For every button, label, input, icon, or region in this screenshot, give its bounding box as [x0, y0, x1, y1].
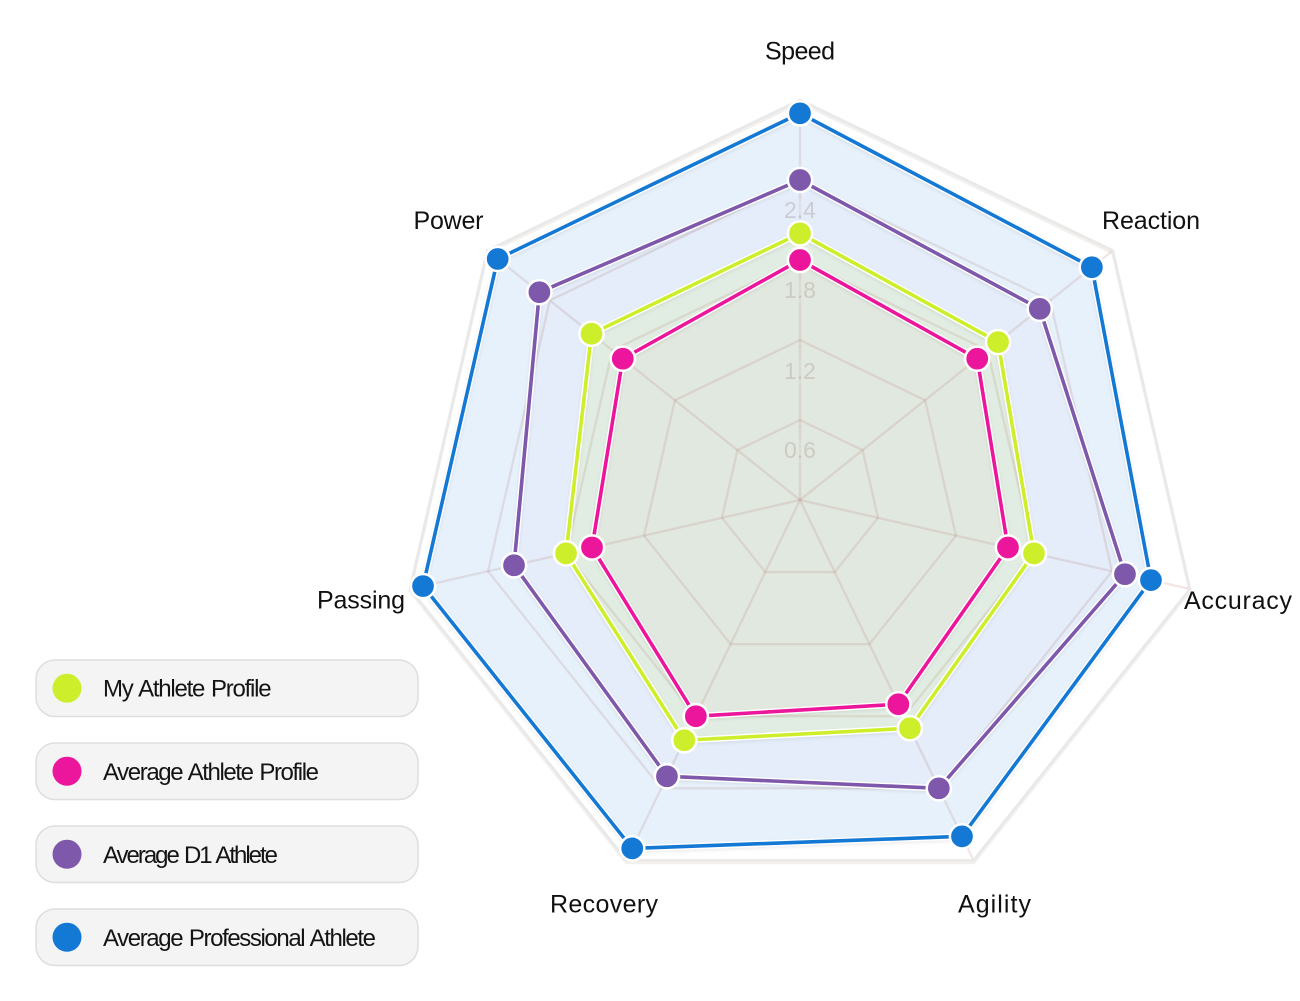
svg-text:1.8: 1.8	[784, 277, 816, 303]
svg-text:2.4: 2.4	[784, 197, 816, 223]
svg-text:My Athlete Profile: My Athlete Profile	[103, 676, 272, 703]
svg-text:0.6: 0.6	[784, 437, 816, 463]
svg-text:Agility: Agility	[958, 891, 1032, 919]
svg-text:Average Athlete Profile: Average Athlete Profile	[103, 759, 319, 786]
svg-text:Average D1 Athlete: Average D1 Athlete	[103, 842, 278, 869]
svg-text:Power: Power	[414, 207, 484, 235]
svg-text:Average Professional Athlete: Average Professional Athlete	[103, 925, 376, 952]
svg-text:Speed: Speed	[765, 38, 835, 66]
svg-text:Reaction: Reaction	[1102, 207, 1200, 235]
svg-text:Passing: Passing	[317, 587, 405, 615]
svg-text:1.2: 1.2	[784, 358, 816, 384]
svg-text:Recovery: Recovery	[550, 891, 659, 919]
svg-text:Accuracy: Accuracy	[1184, 587, 1293, 615]
